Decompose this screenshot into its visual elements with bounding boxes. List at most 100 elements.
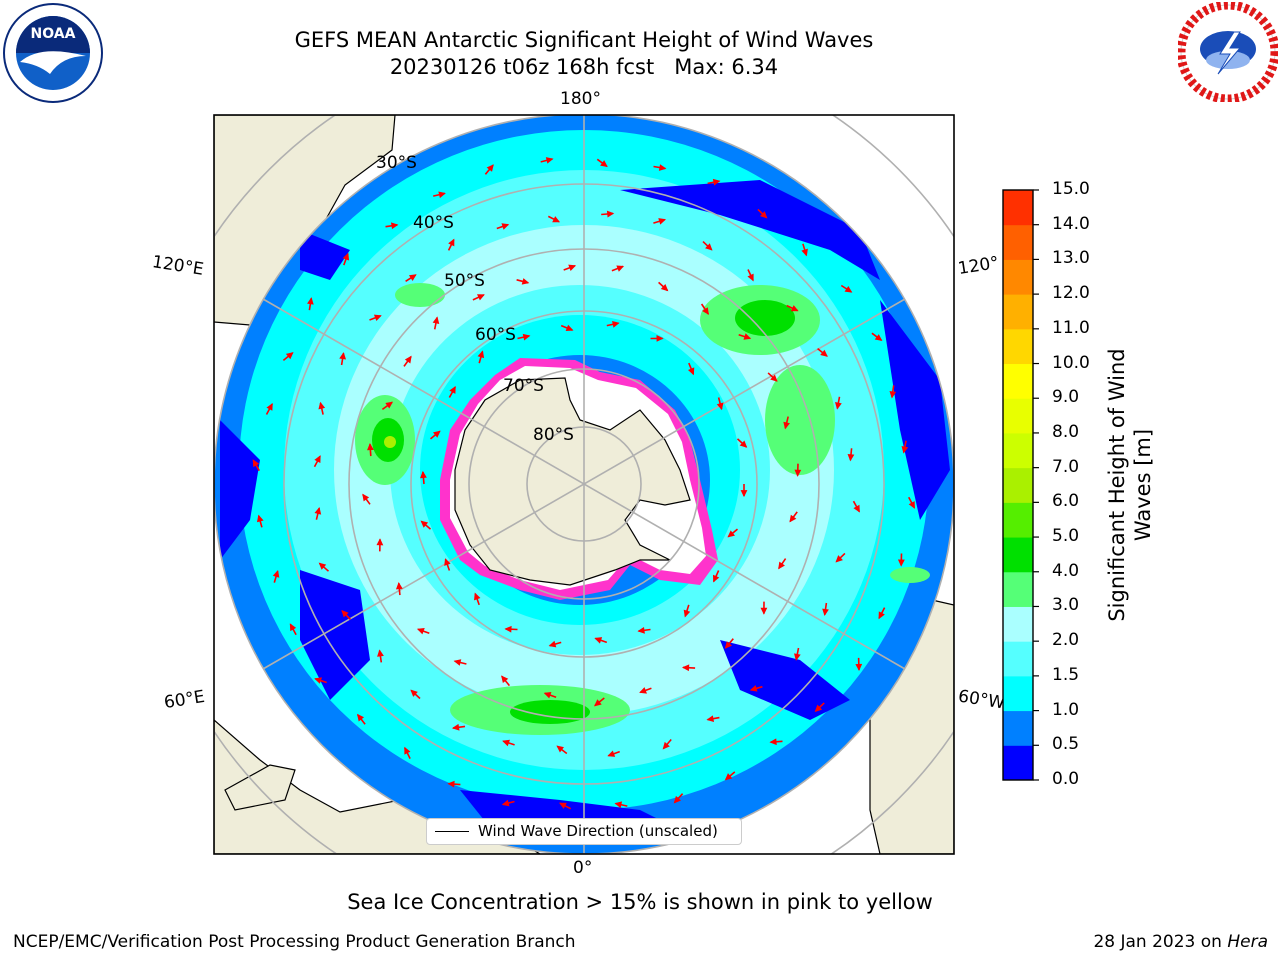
wind-wave-arrowhead xyxy=(548,640,557,648)
wind-wave-arrowhead xyxy=(404,746,411,755)
colorbar-band xyxy=(1003,710,1033,746)
wind-wave-arrowhead xyxy=(314,506,322,515)
colorbar-band xyxy=(1003,294,1033,330)
wind-wave-arrowhead xyxy=(600,160,608,168)
wind-wave-arrowhead xyxy=(712,178,721,186)
wind-wave-arrowhead xyxy=(658,218,666,225)
wind-wave-arrowhead xyxy=(844,285,853,293)
colorbar-tick-label: 8.0 xyxy=(1052,421,1080,442)
wind-wave-arrowhead xyxy=(448,238,455,247)
colorbar xyxy=(1002,189,1039,781)
colorbar-band xyxy=(1003,502,1033,538)
wind-wave-arrowhead xyxy=(853,504,860,513)
colorbar-tick-label: 9.0 xyxy=(1052,387,1080,408)
wind-wave-arrowhead xyxy=(778,561,785,570)
graticule xyxy=(214,115,954,854)
wind-wave-arrowhead xyxy=(385,401,394,409)
legend-label: Wind Wave Direction (unscaled) xyxy=(478,822,718,840)
wind-wave-arrowhead xyxy=(377,649,384,657)
wind-wave-arrowhead xyxy=(501,799,510,807)
colorbar-band xyxy=(1003,606,1033,642)
colorbar-tick-label: 3.0 xyxy=(1052,595,1080,616)
nws-logo xyxy=(1178,2,1278,102)
wind-wave-arrowhead xyxy=(432,316,440,325)
wind-wave-arrowhead xyxy=(314,455,321,464)
wind-wave-arrowhead xyxy=(801,248,808,257)
map-title: GEFS MEAN Antarctic Significant Height o… xyxy=(294,28,874,52)
colorbar-band xyxy=(1003,363,1033,399)
footer-system: Hera xyxy=(1227,932,1268,952)
wind-wave-arrowhead xyxy=(376,538,384,546)
lat-label-30s: 30°S xyxy=(376,153,417,173)
colorbar-band xyxy=(1003,467,1033,503)
footer-date-text: 28 Jan 2023 on xyxy=(1093,932,1222,952)
wind-wave-arrowhead xyxy=(759,211,768,219)
colorbar-tick-label: 4.0 xyxy=(1052,560,1080,581)
colorbar-tick-label: 6.0 xyxy=(1052,491,1080,512)
wind-wave-arrowhead xyxy=(724,641,733,649)
wind-wave-arrowhead xyxy=(266,402,273,411)
footer-date: 28 Jan 2023 on Hera xyxy=(1093,932,1268,952)
wind-wave-arrowhead xyxy=(662,741,670,750)
wind-wave-arrowhead xyxy=(656,335,664,342)
colorbar-tick-label: 7.0 xyxy=(1052,456,1080,477)
wind-wave-arrowhead xyxy=(474,592,481,601)
wind-wave-arrowhead xyxy=(594,637,603,644)
wind-wave-arrowhead xyxy=(339,352,347,360)
wind-wave-arrowhead xyxy=(318,562,327,570)
wind-wave-arrowhead xyxy=(356,713,365,722)
colorbar-band xyxy=(1003,571,1033,607)
wind-wave-arrowhead xyxy=(673,795,682,804)
wind-wave-arrowhead xyxy=(794,653,801,661)
antarctica xyxy=(440,358,718,600)
legend-line-swatch xyxy=(435,831,469,832)
wind-wave-arrowhead xyxy=(702,307,709,315)
wind-wave-arrowhead xyxy=(420,520,429,528)
footer-credit: NCEP/EMC/Verification Post Processing Pr… xyxy=(13,932,576,952)
wind-wave-arrowhead xyxy=(874,334,883,341)
wind-wave-arrowhead xyxy=(878,611,885,620)
wind-wave-arrowhead xyxy=(307,297,314,305)
wind-wave-arrowhead xyxy=(552,216,561,223)
colorbar-band xyxy=(1003,745,1033,781)
wind-wave-arrowhead xyxy=(556,745,564,753)
noaa-logo: NOAA xyxy=(3,3,103,103)
wind-wave-arrowhead xyxy=(477,350,485,359)
wind-wave-arrowhead xyxy=(318,401,326,410)
wind-wave-arrowhead xyxy=(444,558,451,566)
wind-wave-arrowhead xyxy=(453,659,462,666)
wind-wave-arrowhead xyxy=(593,699,602,707)
wind-wave-arrowhead xyxy=(416,628,425,635)
wind-wave-arrowhead xyxy=(687,367,695,376)
wind-wave-arrowhead xyxy=(769,738,777,746)
colorbar-band xyxy=(1003,641,1033,677)
wind-wave-arrowhead xyxy=(433,430,441,438)
lat-label-80s: 80°S xyxy=(533,425,574,445)
wind-wave-arrowhead xyxy=(362,493,370,502)
wind-wave-arrowhead xyxy=(794,469,802,477)
wind-wave-arrowhead xyxy=(739,440,748,448)
wind-wave-arrowhead xyxy=(256,514,264,523)
wind-wave-arrowhead xyxy=(820,349,828,357)
lon-label-180: 180° xyxy=(560,89,601,109)
wind-wave-arrowhead xyxy=(289,623,297,632)
wind-wave-arrowhead xyxy=(639,687,647,694)
wind-wave-arrowhead xyxy=(612,321,620,328)
wind-wave-arrowhead xyxy=(558,802,567,809)
wind-wave-arrowhead xyxy=(847,454,855,462)
wind-wave-arrowhead xyxy=(790,305,799,312)
colorbar-band xyxy=(1003,190,1033,226)
wind-wave-arrowhead xyxy=(367,443,374,451)
colorbar-tick-label: 5.0 xyxy=(1052,526,1080,547)
wind-wave-arrowhead xyxy=(822,608,829,617)
wind-wave-arrows xyxy=(252,157,916,810)
wind-wave-arrowhead xyxy=(889,390,897,399)
wind-wave-arrowhead xyxy=(705,243,713,251)
wind-wave-arrowhead xyxy=(314,677,323,684)
wind-wave-arrowhead xyxy=(749,685,758,692)
wind-wave-arrowhead xyxy=(373,314,382,322)
colorbar-tick-label: 13.0 xyxy=(1052,248,1090,269)
colorbar-tick-label: 1.5 xyxy=(1052,664,1080,685)
lat-label-60s: 60°S xyxy=(475,325,516,345)
